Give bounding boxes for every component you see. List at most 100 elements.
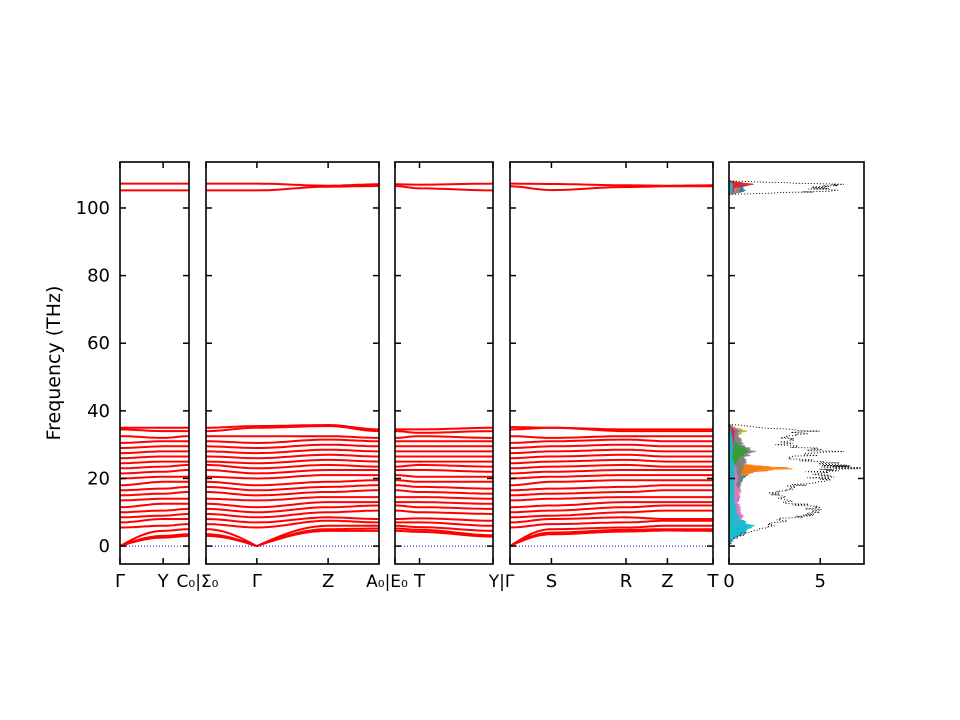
band-line — [120, 445, 189, 449]
band-line — [395, 469, 493, 473]
band-line — [205, 496, 379, 502]
x-tick-label: Γ — [252, 571, 262, 592]
band-line — [509, 504, 713, 514]
band-line — [119, 533, 190, 548]
band-line — [120, 518, 189, 524]
band-line — [119, 502, 189, 509]
band-line — [510, 458, 713, 465]
band-line — [205, 527, 379, 548]
band-line — [395, 479, 493, 483]
band-line — [120, 460, 189, 465]
y-tick-label: 40 — [87, 401, 110, 422]
band-line — [509, 474, 713, 480]
band-line — [119, 507, 189, 514]
band-line — [395, 435, 493, 439]
band-line — [205, 443, 379, 449]
band-line — [510, 509, 713, 519]
band-line — [509, 489, 713, 497]
band-line — [395, 496, 493, 500]
y-tick-label: 20 — [87, 468, 110, 489]
band-line — [395, 501, 493, 505]
band-line — [119, 440, 189, 444]
band-line — [120, 523, 189, 529]
x-tick-label: R — [620, 571, 633, 592]
x-tick-label: Y — [157, 571, 170, 592]
band-line — [509, 185, 713, 192]
x-tick-label: T — [413, 571, 426, 592]
dos-curves — [728, 164, 862, 548]
band-line — [509, 519, 713, 529]
band-line — [120, 485, 189, 492]
x-tick-label: Γ — [115, 571, 125, 592]
band-line — [510, 426, 713, 431]
boundary-label-c0-sigma0: C₀|Σ₀ — [177, 572, 219, 592]
panel-frame — [205, 161, 380, 565]
band-line — [206, 509, 379, 519]
band-line — [206, 423, 379, 431]
boundary-label-y-gamma: Y|Γ — [488, 572, 515, 592]
band-line — [120, 480, 189, 487]
x-tick-label: T — [707, 571, 720, 592]
band-line — [120, 497, 189, 502]
band-line — [395, 509, 494, 515]
panel-frames — [119, 161, 865, 565]
band-line — [510, 516, 713, 524]
panel-frame — [509, 161, 714, 565]
partial-dos-p9 — [728, 164, 755, 547]
band-line — [120, 450, 189, 455]
band-line — [394, 484, 493, 490]
band-line — [509, 528, 713, 547]
band-line — [205, 516, 379, 524]
band-line — [395, 463, 493, 468]
total-dos — [728, 165, 862, 548]
band-line — [206, 474, 379, 480]
y-tick-label: 60 — [87, 333, 110, 354]
band-line — [509, 438, 713, 444]
band-line — [206, 435, 379, 439]
band-line — [395, 474, 493, 478]
y-tick-label: 0 — [99, 536, 110, 557]
band-line — [395, 527, 494, 537]
x-tick-label: S — [546, 571, 557, 592]
band-line — [205, 519, 379, 529]
band-line — [395, 521, 494, 527]
band-line — [395, 504, 493, 510]
band-line — [205, 524, 379, 548]
dos-x-tick-label: 0 — [723, 571, 734, 592]
band-line — [395, 426, 494, 431]
band-line — [206, 453, 379, 460]
band-line — [395, 182, 494, 186]
y-tick-label: 100 — [76, 198, 110, 219]
band-line — [395, 517, 493, 522]
band-line — [119, 491, 189, 497]
dos-x-tick-label: 5 — [814, 571, 825, 592]
x-tick-label: Z — [661, 571, 673, 592]
band-line — [120, 463, 190, 470]
band-line — [395, 489, 494, 495]
band-line — [510, 463, 713, 470]
band-line — [510, 479, 713, 487]
band-line — [509, 529, 713, 548]
band-line — [205, 463, 379, 470]
band-line — [205, 479, 379, 487]
band-line — [510, 469, 713, 475]
band-line — [205, 469, 379, 475]
panel-frame — [394, 161, 494, 565]
band-line — [510, 501, 713, 509]
band-line — [206, 425, 380, 433]
band-line — [206, 504, 379, 514]
band-line — [120, 469, 189, 475]
band-line — [206, 448, 379, 455]
band-line — [206, 182, 379, 187]
band-line — [510, 443, 713, 449]
band-line — [394, 430, 494, 434]
band-line — [206, 458, 380, 465]
panel-frame — [728, 161, 865, 565]
band-line — [206, 489, 379, 497]
band-line — [119, 428, 189, 433]
band-line — [510, 182, 713, 187]
band-line — [206, 438, 380, 445]
band-line — [119, 475, 189, 480]
